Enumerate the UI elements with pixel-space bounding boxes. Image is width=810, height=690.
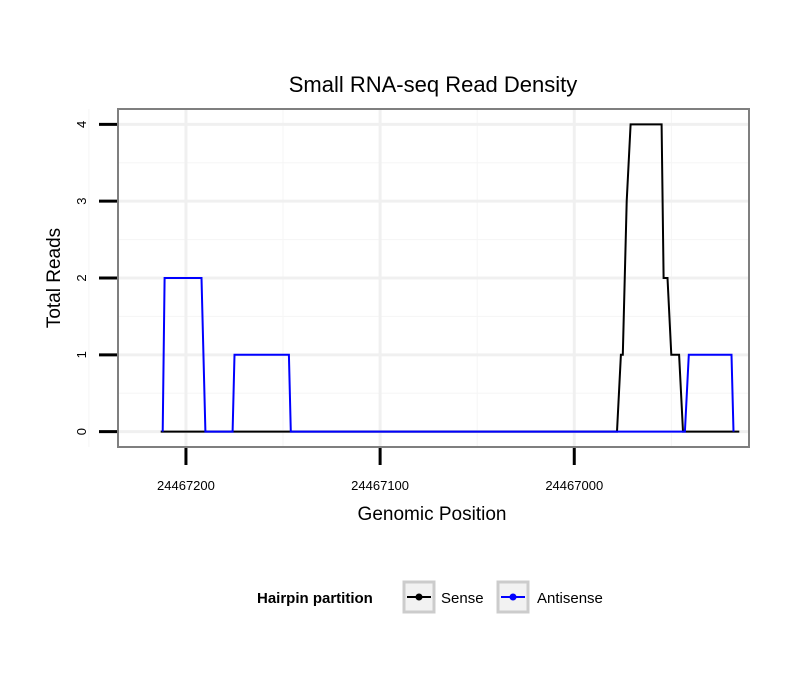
y-axis-title: Total Reads xyxy=(44,228,65,328)
x-tick-label: 24467100 xyxy=(351,478,409,493)
series-line-sense xyxy=(160,123,740,433)
legend-point-antisense xyxy=(509,593,517,601)
y-axis: 0 1 2 3 4 xyxy=(74,121,117,435)
y-tick-label: 3 xyxy=(74,198,89,205)
y-tick-label: 1 xyxy=(74,351,89,358)
x-axis-title: Genomic Position xyxy=(358,504,507,525)
legend-item-sense[interactable]: Sense xyxy=(402,580,484,614)
legend-label-antisense: Antisense xyxy=(537,590,603,607)
legend-item-antisense[interactable]: Antisense xyxy=(496,580,603,614)
series-layer xyxy=(160,123,740,433)
plot-panel-border xyxy=(117,108,750,448)
legend-point-sense xyxy=(415,593,423,601)
legend-label-sense: Sense xyxy=(441,590,484,607)
x-tick-label: 24467200 xyxy=(157,478,215,493)
chart-title: Small RNA-seq Read Density xyxy=(289,72,578,97)
legend-title: Hairpin partition xyxy=(257,590,373,607)
x-tick-label: 24467000 xyxy=(545,478,603,493)
legend: Hairpin partition Sense Antisense xyxy=(257,580,603,614)
x-axis: 24467200 24467100 24467000 xyxy=(157,448,603,493)
y-tick-label: 0 xyxy=(74,428,89,435)
y-tick-label: 2 xyxy=(74,274,89,281)
series-line-antisense xyxy=(161,277,735,433)
y-tick-label: 4 xyxy=(74,121,89,128)
